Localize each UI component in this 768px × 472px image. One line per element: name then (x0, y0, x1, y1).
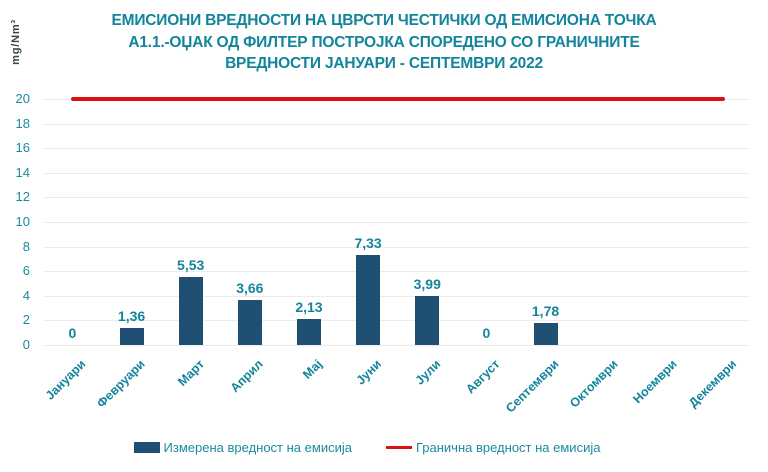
bar-value-label: 7,33 (354, 234, 382, 251)
bar-value-label: 3,99 (413, 275, 441, 292)
gridline (43, 197, 750, 199)
x-axis-label: Септември (502, 357, 562, 416)
x-axis-label: Јули (412, 357, 444, 388)
bar-value-label: 2,13 (295, 298, 323, 315)
legend-item-limit: Гранична вредност на емисија (385, 440, 601, 455)
gridline (43, 345, 750, 346)
bar (178, 276, 203, 345)
legend-measured-label: Измерена вредност на емисија (163, 440, 352, 455)
title-line-2: А1.1.-ОЏАК ОД ФИЛТЕР ПОСТРОЈКА СПОРЕДЕНО… (128, 33, 640, 51)
limit-line-swatch (385, 446, 412, 449)
x-axis-label: Мај (300, 357, 325, 382)
gridline (43, 295, 750, 297)
chart-title: ЕМИСИОНИ ВРЕДНОСТИ НА ЦВРСТИ ЧЕСТИЧКИ ОД… (34, 10, 734, 75)
bar (356, 254, 381, 345)
gridline (43, 271, 750, 273)
bar-value-label: 5,53 (177, 256, 205, 273)
bar-value-label: 1,78 (531, 303, 560, 320)
title-line-3: ВРЕДНОСТИ ЈАНУАРИ - СЕПТЕМВРИ 2022 (225, 55, 543, 72)
measured-series-swatch (133, 442, 160, 453)
bar (533, 323, 558, 345)
x-axis-label: Февруари (93, 357, 148, 411)
y-tick-label: 8 (22, 238, 30, 254)
limit-line (71, 97, 725, 101)
legend: Измерена вредност на емисија Гранична вр… (0, 440, 734, 455)
y-tick-label: 2 (22, 312, 30, 328)
bar-value-label: 0 (482, 325, 491, 341)
gridline (43, 222, 750, 223)
x-axis-label: Април (227, 357, 266, 396)
bar-value-label: 1,36 (117, 308, 146, 325)
title-line-1: ЕМИСИОНИ ВРЕДНОСТИ НА ЦВРСТИ ЧЕСТИЧКИ ОД… (111, 12, 657, 29)
y-tick-label: 16 (15, 140, 30, 156)
gridline (43, 320, 750, 322)
y-tick-label: 6 (22, 263, 30, 279)
x-axis-label: Октомври (567, 357, 621, 411)
x-axis-label: Март (174, 357, 207, 389)
gridline (43, 123, 750, 125)
y-tick-label: 14 (15, 164, 30, 180)
y-tick-label: 18 (15, 115, 30, 131)
gridline (43, 172, 750, 174)
legend-limit-label: Гранична вредност на емисија (415, 440, 601, 455)
bar (237, 299, 262, 345)
x-axis-label: Јануари (42, 357, 89, 403)
x-axis-label: Декември (685, 357, 739, 411)
bar (296, 318, 321, 345)
y-tick-label: 12 (15, 189, 30, 205)
bar-value-label: 0 (68, 325, 77, 341)
x-axis-label: Јуни (353, 357, 385, 388)
bar (119, 328, 144, 345)
gridline (43, 148, 750, 150)
x-axis-label: Август (462, 357, 503, 397)
y-tick-label: 4 (22, 287, 30, 303)
y-tick-label: 10 (15, 214, 30, 229)
bar (415, 295, 440, 345)
bar-value-label: 3,66 (236, 279, 264, 296)
y-tick-label: 20 (15, 91, 30, 106)
gridline (43, 246, 750, 248)
legend-item-measured: Измерена вредност на емисија (133, 440, 352, 455)
y-tick-label: 0 (22, 337, 30, 352)
x-axis-label: Ноември (630, 357, 680, 407)
